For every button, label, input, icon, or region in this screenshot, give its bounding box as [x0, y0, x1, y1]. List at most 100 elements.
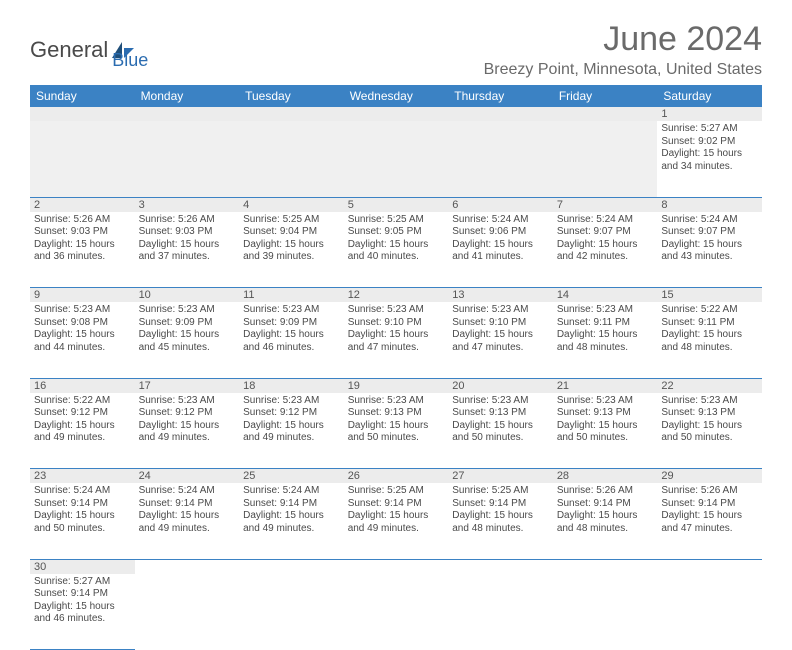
- daylight-text: Daylight: 15 hours and 47 minutes.: [348, 329, 445, 354]
- day-number: [553, 559, 658, 574]
- sunrise-text: Sunrise: 5:25 AM: [243, 214, 340, 227]
- sunset-text: Sunset: 9:03 PM: [139, 226, 236, 239]
- daynum-row: 23242526272829: [30, 469, 762, 484]
- sunrise-text: Sunrise: 5:23 AM: [661, 395, 758, 408]
- daylight-text: Daylight: 15 hours and 49 minutes.: [139, 420, 236, 445]
- day-number: 25: [239, 469, 344, 484]
- weekday-header: Monday: [135, 85, 240, 107]
- day-number: [239, 107, 344, 121]
- day-number: 15: [657, 288, 762, 303]
- sunrise-text: Sunrise: 5:23 AM: [348, 304, 445, 317]
- calendar-body: 1Sunrise: 5:27 AMSunset: 9:02 PMDaylight…: [30, 107, 762, 650]
- logo: General Blue: [30, 28, 148, 71]
- sunset-text: Sunset: 9:04 PM: [243, 226, 340, 239]
- daylight-text: Daylight: 15 hours and 46 minutes.: [243, 329, 340, 354]
- day-number: 29: [657, 469, 762, 484]
- day-number: [344, 559, 449, 574]
- sunset-text: Sunset: 9:12 PM: [139, 407, 236, 420]
- daylight-text: Daylight: 15 hours and 49 minutes.: [243, 510, 340, 535]
- sunrise-text: Sunrise: 5:24 AM: [243, 485, 340, 498]
- sunset-text: Sunset: 9:14 PM: [243, 498, 340, 511]
- day-cell: Sunrise: 5:23 AMSunset: 9:08 PMDaylight:…: [30, 302, 135, 378]
- day-number: [448, 559, 553, 574]
- day-cell: [239, 121, 344, 197]
- daylight-text: Daylight: 15 hours and 37 minutes.: [139, 239, 236, 264]
- day-cell: Sunrise: 5:23 AMSunset: 9:13 PMDaylight:…: [448, 393, 553, 469]
- sunrise-text: Sunrise: 5:26 AM: [661, 485, 758, 498]
- daynum-row: 9101112131415: [30, 288, 762, 303]
- daylight-text: Daylight: 15 hours and 50 minutes.: [661, 420, 758, 445]
- daynum-row: 30: [30, 559, 762, 574]
- sunset-text: Sunset: 9:14 PM: [139, 498, 236, 511]
- location: Breezy Point, Minnesota, United States: [484, 61, 762, 79]
- week-row: Sunrise: 5:27 AMSunset: 9:02 PMDaylight:…: [30, 121, 762, 197]
- sunrise-text: Sunrise: 5:23 AM: [557, 304, 654, 317]
- sunset-text: Sunset: 9:11 PM: [557, 317, 654, 330]
- sunrise-text: Sunrise: 5:25 AM: [348, 214, 445, 227]
- day-number: 17: [135, 378, 240, 393]
- sunrise-text: Sunrise: 5:27 AM: [661, 123, 758, 136]
- day-number: 19: [344, 378, 449, 393]
- sunset-text: Sunset: 9:14 PM: [34, 498, 131, 511]
- sunset-text: Sunset: 9:14 PM: [452, 498, 549, 511]
- daynum-row: 16171819202122: [30, 378, 762, 393]
- day-number: [135, 559, 240, 574]
- day-number: 11: [239, 288, 344, 303]
- daylight-text: Daylight: 15 hours and 49 minutes.: [34, 420, 131, 445]
- day-cell: Sunrise: 5:23 AMSunset: 9:09 PMDaylight:…: [239, 302, 344, 378]
- logo-text-general: General: [30, 37, 108, 63]
- header: General Blue June 2024 Breezy Point, Min…: [30, 20, 762, 79]
- day-number: 26: [344, 469, 449, 484]
- sunset-text: Sunset: 9:07 PM: [661, 226, 758, 239]
- daylight-text: Daylight: 15 hours and 40 minutes.: [348, 239, 445, 264]
- sunrise-text: Sunrise: 5:22 AM: [661, 304, 758, 317]
- sunset-text: Sunset: 9:11 PM: [661, 317, 758, 330]
- sunset-text: Sunset: 9:03 PM: [34, 226, 131, 239]
- day-number: [135, 107, 240, 121]
- day-cell: Sunrise: 5:26 AMSunset: 9:03 PMDaylight:…: [135, 212, 240, 288]
- sunrise-text: Sunrise: 5:24 AM: [661, 214, 758, 227]
- daylight-text: Daylight: 15 hours and 47 minutes.: [661, 510, 758, 535]
- sunrise-text: Sunrise: 5:22 AM: [34, 395, 131, 408]
- day-cell: Sunrise: 5:26 AMSunset: 9:14 PMDaylight:…: [553, 483, 658, 559]
- week-row: Sunrise: 5:22 AMSunset: 9:12 PMDaylight:…: [30, 393, 762, 469]
- day-number: 2: [30, 197, 135, 212]
- day-number: [344, 107, 449, 121]
- sunset-text: Sunset: 9:09 PM: [243, 317, 340, 330]
- weekday-header: Friday: [553, 85, 658, 107]
- sunrise-text: Sunrise: 5:23 AM: [348, 395, 445, 408]
- sunrise-text: Sunrise: 5:26 AM: [139, 214, 236, 227]
- day-number: 24: [135, 469, 240, 484]
- day-cell: Sunrise: 5:23 AMSunset: 9:10 PMDaylight:…: [344, 302, 449, 378]
- week-row: Sunrise: 5:23 AMSunset: 9:08 PMDaylight:…: [30, 302, 762, 378]
- day-number: 22: [657, 378, 762, 393]
- day-number: 20: [448, 378, 553, 393]
- sunset-text: Sunset: 9:09 PM: [139, 317, 236, 330]
- daylight-text: Daylight: 15 hours and 49 minutes.: [243, 420, 340, 445]
- sunrise-text: Sunrise: 5:23 AM: [243, 304, 340, 317]
- day-number: 7: [553, 197, 658, 212]
- day-cell: Sunrise: 5:25 AMSunset: 9:14 PMDaylight:…: [344, 483, 449, 559]
- sunset-text: Sunset: 9:13 PM: [348, 407, 445, 420]
- sunrise-text: Sunrise: 5:26 AM: [34, 214, 131, 227]
- sunset-text: Sunset: 9:07 PM: [557, 226, 654, 239]
- day-cell: Sunrise: 5:24 AMSunset: 9:07 PMDaylight:…: [553, 212, 658, 288]
- daylight-text: Daylight: 15 hours and 39 minutes.: [243, 239, 340, 264]
- weekday-header: Saturday: [657, 85, 762, 107]
- day-cell: Sunrise: 5:23 AMSunset: 9:10 PMDaylight:…: [448, 302, 553, 378]
- daylight-text: Daylight: 15 hours and 43 minutes.: [661, 239, 758, 264]
- sunrise-text: Sunrise: 5:23 AM: [139, 395, 236, 408]
- sunset-text: Sunset: 9:14 PM: [557, 498, 654, 511]
- sunset-text: Sunset: 9:05 PM: [348, 226, 445, 239]
- day-number: 9: [30, 288, 135, 303]
- weekday-header: Sunday: [30, 85, 135, 107]
- week-row: Sunrise: 5:26 AMSunset: 9:03 PMDaylight:…: [30, 212, 762, 288]
- daylight-text: Daylight: 15 hours and 50 minutes.: [452, 420, 549, 445]
- sunset-text: Sunset: 9:10 PM: [348, 317, 445, 330]
- day-cell: [553, 121, 658, 197]
- title-area: June 2024 Breezy Point, Minnesota, Unite…: [484, 20, 762, 79]
- week-row: Sunrise: 5:24 AMSunset: 9:14 PMDaylight:…: [30, 483, 762, 559]
- day-number: [448, 107, 553, 121]
- sunset-text: Sunset: 9:12 PM: [243, 407, 340, 420]
- sunrise-text: Sunrise: 5:26 AM: [557, 485, 654, 498]
